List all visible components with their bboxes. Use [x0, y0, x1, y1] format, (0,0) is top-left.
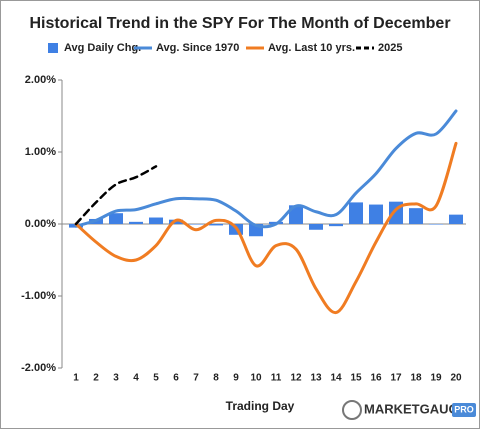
x-tick-label: 18 — [410, 373, 422, 384]
line — [74, 109, 458, 229]
x-tick-label: 17 — [390, 373, 402, 384]
bar — [129, 221, 143, 224]
x-tick-label: 5 — [153, 373, 159, 384]
bar — [369, 204, 383, 224]
x-tick-label: 20 — [450, 373, 462, 384]
legend-label: 2025 — [378, 42, 402, 54]
x-tick-label: 19 — [430, 373, 442, 384]
x-tick-label: 13 — [310, 373, 322, 384]
logo-text: MARKETGAUGE — [364, 401, 468, 416]
bar — [149, 217, 163, 224]
x-tick-label: 3 — [113, 373, 119, 384]
x-tick-label: 7 — [193, 373, 199, 384]
x-tick-label: 1 — [73, 373, 79, 384]
bar — [349, 202, 363, 224]
x-tick-label: 10 — [250, 373, 262, 384]
y-tick-label: -1.00% — [21, 290, 56, 302]
chart-title: Historical Trend in the SPY For The Mont… — [29, 15, 450, 32]
x-axis-title: Trading Day — [226, 399, 295, 413]
bar — [409, 208, 423, 224]
x-tick-label: 4 — [133, 373, 139, 384]
legend-label: Avg. Since 1970 — [156, 42, 239, 54]
x-tick-label: 9 — [233, 373, 239, 384]
bar — [109, 213, 123, 224]
x-tick-label: 12 — [290, 373, 302, 384]
bar — [189, 224, 203, 225]
bar — [429, 224, 443, 225]
logo-icon — [342, 400, 362, 420]
x-tick-label: 11 — [271, 373, 282, 384]
y-tick-label: 0.00% — [25, 218, 56, 230]
bar — [309, 224, 323, 230]
y-tick-label: -2.00% — [21, 362, 56, 374]
y-tick-label: 2.00% — [25, 74, 56, 86]
y-tick-label: 1.00% — [25, 146, 56, 158]
logo: MARKETGAUGE PRO — [342, 400, 476, 420]
line — [74, 141, 458, 315]
bar — [209, 224, 223, 226]
legend-label: Avg. Last 10 yrs. — [268, 42, 355, 54]
bar — [329, 224, 343, 227]
x-tick-label: 14 — [330, 373, 342, 384]
x-tick-label: 2 — [93, 373, 99, 384]
x-tick-label: 16 — [370, 373, 382, 384]
line — [74, 165, 158, 226]
legend-label: Avg Daily Chg. — [64, 42, 141, 54]
legend-swatch — [48, 43, 58, 53]
logo-badge — [452, 403, 476, 417]
bar — [449, 214, 463, 224]
x-tick-label: 6 — [173, 373, 179, 384]
x-tick-label: 15 — [350, 373, 362, 384]
logo-badge-text: PRO — [454, 404, 474, 414]
x-tick-label: 8 — [213, 373, 219, 384]
